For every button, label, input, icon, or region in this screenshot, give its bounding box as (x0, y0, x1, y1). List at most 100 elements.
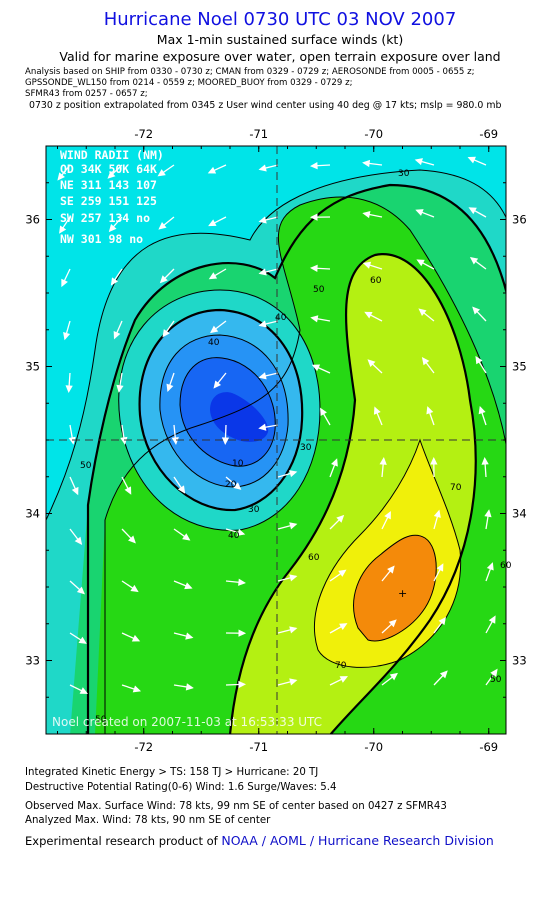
creation-watermark: Noel created on 2007-11-03 at 16:53:33 U… (52, 715, 322, 729)
wind-radii-row: SW 257 134 no (60, 211, 150, 225)
hrd-credit-link[interactable]: NOAA / AOML / Hurricane Research Divisio… (221, 833, 494, 848)
observed-max-wind: Observed Max. Surface Wind: 78 kts, 99 n… (25, 801, 447, 812)
contour-label: 50 (95, 715, 107, 725)
wind-arrow-head (74, 536, 83, 545)
contour-label: 20 (225, 480, 237, 490)
wind-radii-row: NW 301 98 no (60, 232, 143, 246)
axis-ticks (46, 146, 506, 734)
wind-arrow-head (486, 562, 494, 571)
wind-arrow-head (124, 486, 132, 495)
wind-arrow-head (128, 535, 136, 544)
wind-arrow-head (362, 261, 372, 269)
wind-arrow-head (467, 156, 476, 164)
wind-arrow-head (309, 213, 318, 221)
wind-arrow-head (433, 509, 441, 518)
wind-arrow-head (309, 264, 318, 272)
wind-arrow-head (157, 169, 166, 177)
contour-label: 40 (275, 313, 287, 323)
wind-arrow-head (177, 485, 186, 494)
wind-arrow-head (258, 423, 267, 431)
wind-radii-row: SE 259 151 125 (60, 194, 157, 208)
wind-arrow-head (289, 678, 298, 686)
wind-arrow-head (384, 511, 391, 520)
latitude-tick-label-left: 36 (25, 213, 40, 227)
wind-arrow-head (182, 533, 191, 541)
wind-radii-row: NE 311 143 107 (60, 178, 157, 192)
latitude-tick-label-right: 36 (512, 213, 527, 227)
contour-label: 40 (208, 338, 220, 348)
wind-arrow-head (238, 629, 247, 637)
credit-prefix: Experimental research product of (25, 834, 222, 848)
wind-arrow-head (237, 528, 246, 536)
wind-arrow-head (373, 406, 381, 415)
axis-tick-labels: -72 -72 -71 -71 -70 -70 -69 -69 36 36 35 35 34 34 33 33 (25, 127, 526, 754)
latitude-tick-label-right: 34 (512, 507, 527, 521)
contour-label: 30 (300, 443, 312, 453)
wind-arrow-head (362, 159, 371, 168)
wind-arrow-head (158, 221, 167, 230)
wind-contour-fill-90kt (353, 535, 437, 641)
wind-arrow-head (63, 332, 71, 341)
wind-field-shading: + (46, 146, 506, 734)
longitude-tick-label-top: -72 (134, 127, 153, 141)
wind-arrow-head (57, 172, 65, 181)
wind-arrow-head (79, 687, 88, 694)
wind-arrow-head (468, 207, 477, 215)
analysis-sources-line-2: GPSSONDE_WL150 from 0214 - 0559 z; MOORE… (25, 78, 353, 88)
analyzed-max-wind: Analyzed Max. Wind: 78 kts, 90 nm SE of … (25, 815, 271, 826)
contour-label: 50 (313, 285, 325, 295)
contour-label: 70 (335, 661, 347, 671)
credit-line: Experimental research product of NOAA / … (25, 833, 494, 848)
wind-arrow-head (131, 634, 141, 642)
wind-arrow-head (339, 623, 348, 631)
wind-arrow-head (65, 385, 73, 394)
wind-arrow-head (171, 437, 179, 445)
wind-arrow-head (309, 162, 318, 170)
longitude-tick-label-top: -69 (479, 127, 498, 141)
wind-arrow-head (159, 275, 168, 284)
wind-arrow-head (389, 672, 398, 681)
ike-summary: Integrated Kinetic Energy > TS: 158 TJ >… (25, 767, 319, 778)
wind-arrow-head (258, 164, 267, 172)
wind-radii-table: WIND RADII (NM) QD 34K 50K 64K NE 311 14… (60, 148, 164, 246)
wind-arrow-head (132, 685, 142, 693)
wind-arrow-head (439, 670, 448, 679)
wind-arrow-head (421, 357, 430, 366)
wind-arrow-head (387, 565, 395, 574)
wind-arrow-head (289, 626, 298, 634)
wind-arrow-head (184, 582, 193, 590)
analysis-sources-line-3: SFMR43 from 0257 - 0657 z; (25, 89, 148, 99)
wind-arrow-head (310, 315, 319, 323)
wind-arrow-head (108, 224, 117, 233)
wind-arrow-head (289, 522, 298, 530)
wind-arrow-head (221, 437, 230, 446)
wind-arrow-head (76, 586, 85, 595)
contour-label: 10 (232, 459, 244, 469)
longitude-tick-label-bottom: -71 (249, 740, 268, 754)
wind-arrow-head (208, 219, 217, 227)
wind-arrow-head (213, 380, 222, 389)
wind-contour-fill-lt10kt-core (210, 392, 269, 442)
contour-label: 60 (308, 553, 320, 563)
longitude-tick-label-bottom: -72 (134, 740, 153, 754)
wind-arrow-head (107, 170, 116, 179)
wind-arrow-head (311, 364, 321, 372)
wind-arrow-head (59, 225, 67, 234)
wind-arrow-head (320, 407, 327, 416)
wind-arrow-head (469, 257, 479, 265)
latitude-tick-label-left: 33 (25, 654, 40, 668)
contour-label: 60 (370, 276, 382, 286)
contour-label: 30 (248, 505, 260, 515)
wind-arrow-head (110, 277, 119, 286)
wind-arrow-head (478, 405, 486, 415)
latitude-tick-label-right: 33 (512, 654, 527, 668)
longitude-tick-label-bottom: -69 (479, 740, 498, 754)
wind-arrow-head (484, 509, 492, 518)
wind-arrow-head (331, 458, 338, 467)
wind-arrow-head (185, 632, 194, 640)
wind-arrow-head (185, 683, 194, 691)
wind-arrow-head (61, 278, 68, 288)
wind-radii-heading: WIND RADII (NM) (60, 148, 164, 162)
